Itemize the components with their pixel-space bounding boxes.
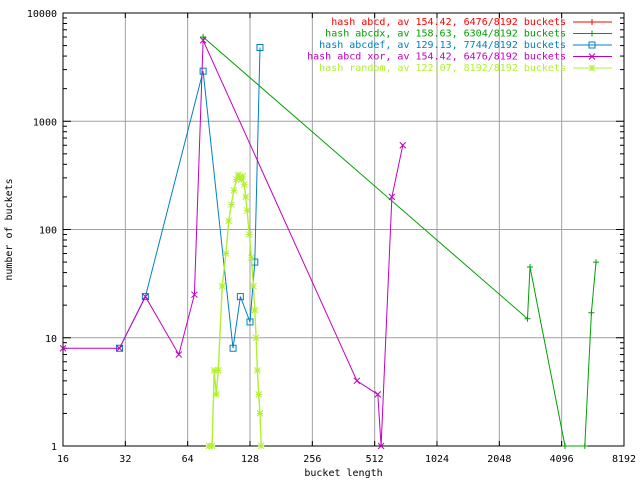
data-point [218,282,226,290]
y-tick-label: 100 [39,226,57,237]
data-point [210,366,218,374]
legend: hash abcd, av 154.42, 6476/8192 bucketsh… [307,17,612,74]
grid [63,13,624,446]
data-point [242,193,250,201]
data-point [233,176,240,183]
data-point [234,171,242,179]
x-tick-label: 64 [182,454,194,465]
data-point [581,443,588,449]
legend-marker [589,19,595,25]
data-point [561,443,568,449]
data-point [252,334,260,342]
y-tick-label: 1 [51,442,57,453]
x-tick-label: 1024 [425,454,449,465]
data-point [225,217,233,225]
data-point [255,390,263,398]
data-point [257,442,265,450]
data-point [256,44,264,52]
series-2 [116,44,264,352]
data-point [227,201,235,208]
data-point [212,390,220,398]
data-point [191,291,198,299]
data-point [245,231,253,238]
legend-label: hash abcdef, av 129.13, 7744/8192 bucket… [319,40,566,51]
data-point [240,181,248,188]
y-tick-label: 10 [45,334,57,345]
y-axis-label: number of buckets [4,178,15,280]
data-point [237,176,245,183]
data-point [399,141,407,149]
series-line [119,47,261,349]
x-tick-label: 32 [119,454,131,465]
legend-label: hash abcd, av 154.42, 6476/8192 buckets [331,17,566,28]
data-point [256,410,264,417]
legend-marker [588,53,596,60]
x-axis-label: bucket length [304,468,382,479]
series-layer [59,34,599,450]
data-point [250,282,257,290]
data-point [59,344,67,352]
data-point [116,344,123,352]
data-point [243,207,251,214]
legend-marker [589,30,595,37]
data-point [377,442,385,450]
data-point [230,186,238,194]
data-point [141,293,149,301]
series-1 [200,34,599,449]
legend-label: hash abcdx, av 158.63, 6304/8192 buckets [325,29,566,40]
y-tick-label: 1000 [33,117,57,128]
x-tick-label: 256 [303,454,321,465]
series-4 [205,171,265,450]
y-tick-label: 10000 [27,9,57,20]
x-tick-label: 16 [57,454,69,465]
data-point [229,344,237,352]
data-point [248,254,255,261]
data-point [374,390,382,398]
data-point [254,366,261,374]
series-3 [59,36,407,450]
x-axis: 16 32 64 128 256 512 1024 2048 4096 8192 [57,13,636,465]
data-point [524,315,531,322]
data-point [388,193,396,201]
x-tick-label: 4096 [550,454,574,465]
x-tick-label: 8192 [612,454,636,465]
data-point [236,293,244,301]
data-point [200,34,207,41]
legend-marker [588,41,596,49]
data-point [199,36,207,44]
data-point [251,306,259,314]
data-point [526,264,533,271]
data-point [205,442,213,450]
y-axis: 1 10 100 1000 10000 [27,9,624,453]
data-point [353,377,361,385]
data-point [142,293,149,300]
data-point [246,318,254,326]
data-point [592,259,599,266]
data-point [175,351,183,358]
x-tick-label: 512 [366,454,384,465]
data-point [208,442,216,450]
x-tick-label: 2048 [487,454,511,465]
x-tick-label: 128 [241,454,259,465]
series-line [202,36,597,447]
legend-marker [588,64,596,72]
data-point [239,172,247,180]
data-point [588,309,595,316]
legend-label: hash random, av 122.07, 8192/8192 bucket… [319,63,566,74]
data-point [199,67,207,75]
legend-label: hash abcd xor, av 154.42, 6476/8192 buck… [307,52,566,63]
data-point [214,366,222,374]
series-line [63,40,404,447]
data-point [222,250,230,257]
